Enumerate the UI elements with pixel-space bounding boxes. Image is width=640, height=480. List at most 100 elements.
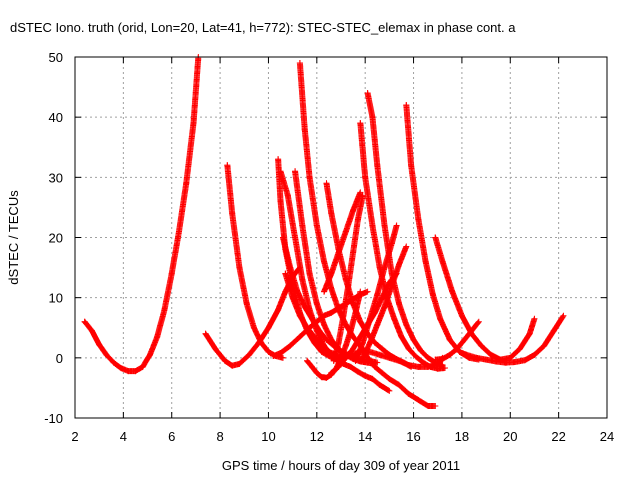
y-tick-label: 20	[49, 231, 63, 246]
data-point	[391, 315, 398, 322]
data-point	[296, 312, 303, 319]
data-point	[183, 180, 190, 187]
y-tick-label: 0	[56, 351, 63, 366]
data-point	[202, 330, 209, 337]
data-point	[289, 294, 296, 301]
data-point	[301, 303, 308, 310]
data-point	[410, 336, 417, 343]
y-tick-label: 30	[49, 170, 63, 185]
data-point	[246, 351, 253, 358]
data-point	[236, 264, 243, 271]
data-point	[296, 60, 303, 67]
data-point	[357, 318, 364, 325]
data-point	[396, 357, 403, 364]
data-point	[321, 321, 328, 328]
data-point	[475, 318, 482, 325]
y-tick-label: -10	[44, 411, 63, 426]
data-point	[408, 162, 415, 169]
data-point	[347, 363, 354, 370]
data-point	[154, 333, 161, 340]
data-point	[374, 162, 381, 169]
data-point	[328, 285, 335, 292]
series-track	[224, 162, 286, 361]
series-track	[357, 120, 448, 372]
data-point	[313, 300, 320, 307]
data-point	[175, 228, 182, 235]
data-point	[279, 234, 286, 241]
data-point	[405, 362, 412, 369]
data-point	[117, 365, 124, 372]
data-point	[243, 300, 250, 307]
data-point	[359, 354, 366, 361]
data-point	[132, 368, 139, 375]
data-point	[146, 351, 153, 358]
data-point	[258, 339, 265, 346]
data-point	[432, 234, 439, 241]
data-point	[347, 327, 354, 334]
data-point	[299, 222, 306, 229]
data-point	[359, 339, 366, 346]
x-tick-label: 4	[120, 429, 127, 444]
data-point	[299, 276, 306, 283]
data-point	[229, 362, 236, 369]
data-point	[483, 356, 490, 363]
data-point	[512, 359, 519, 366]
data-point	[354, 368, 361, 375]
data-point	[415, 363, 422, 370]
data-point	[340, 312, 347, 319]
data-point	[398, 333, 405, 340]
data-point	[318, 342, 325, 349]
data-point	[316, 327, 323, 334]
data-point	[323, 374, 330, 381]
data-point	[357, 288, 364, 295]
data-point	[342, 342, 349, 349]
data-point	[229, 210, 236, 217]
data-point	[521, 357, 528, 364]
data-point	[275, 156, 282, 163]
data-point	[415, 216, 422, 223]
data-points	[81, 54, 567, 409]
data-point	[282, 270, 289, 277]
series-track	[359, 243, 410, 361]
data-point	[88, 327, 95, 334]
data-point	[502, 359, 509, 366]
data-point	[350, 345, 357, 352]
data-point	[354, 216, 361, 223]
data-point	[321, 288, 328, 295]
data-point	[350, 207, 357, 214]
data-point	[81, 318, 88, 325]
data-point	[415, 396, 422, 403]
x-tick-label: 16	[406, 429, 420, 444]
marker-trail	[81, 55, 202, 375]
data-point	[405, 390, 412, 397]
data-point	[277, 168, 284, 175]
y-tick-label: 10	[49, 291, 63, 306]
data-point	[403, 243, 410, 250]
data-point	[478, 342, 485, 349]
data-point	[449, 288, 456, 295]
data-point	[526, 330, 533, 337]
data-point	[328, 210, 335, 217]
data-point	[550, 327, 557, 334]
data-point	[507, 354, 514, 361]
data-point	[328, 336, 335, 343]
data-point	[284, 192, 291, 199]
data-point	[396, 381, 403, 388]
data-point	[439, 356, 446, 363]
data-point	[335, 363, 342, 370]
series-track	[403, 102, 482, 363]
data-point	[139, 363, 146, 370]
data-point	[362, 372, 369, 379]
data-point	[277, 198, 284, 205]
x-tick-label: 20	[503, 429, 517, 444]
data-point	[330, 357, 337, 364]
data-point	[265, 348, 272, 355]
data-point	[335, 339, 342, 346]
data-point	[357, 189, 364, 196]
x-tick-label: 6	[168, 429, 175, 444]
series-track	[330, 192, 366, 364]
data-point	[342, 228, 349, 235]
data-point	[388, 240, 395, 247]
data-point	[531, 351, 538, 358]
